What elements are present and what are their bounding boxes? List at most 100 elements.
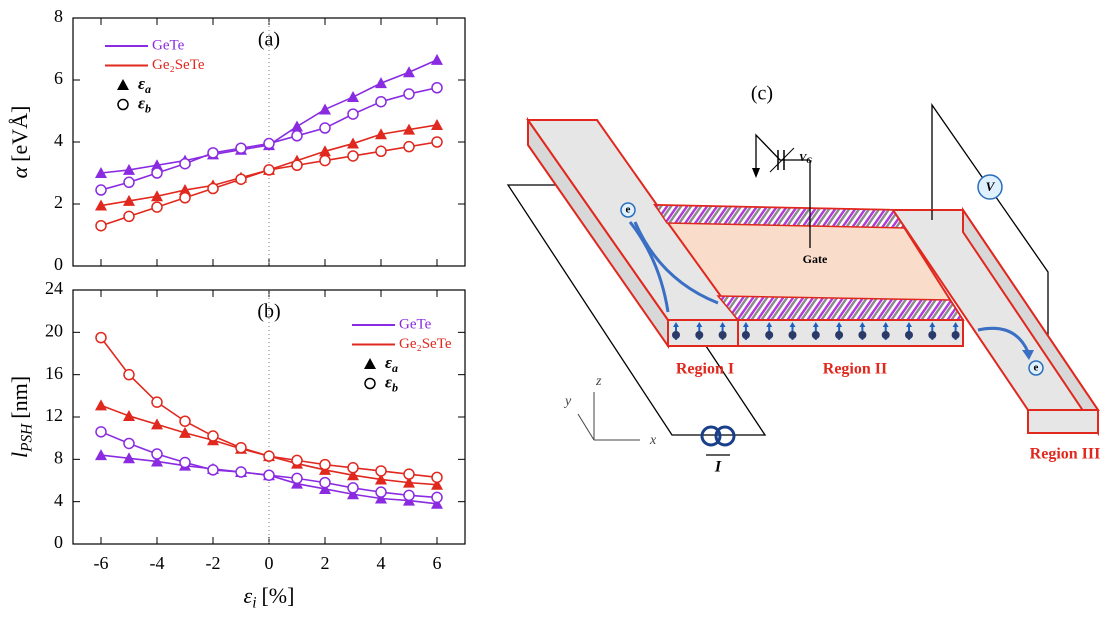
legend-label: GeTe [399,316,432,332]
data-point [431,82,443,94]
y-tick-label: 6 [54,68,63,88]
data-point [95,399,107,411]
legend-label: Ge₂SeTe [399,336,452,352]
data-point [375,145,387,158]
spin-dot [835,331,844,339]
axis-label: lPSH [nm] [7,376,35,458]
data-point [235,173,247,185]
spin-arrow-head [929,322,936,327]
axis-z-label: z [595,374,602,389]
data-point [207,464,219,476]
data-point [95,167,107,178]
data-point [151,418,163,430]
spin-dot [951,331,960,339]
current-label: I [714,459,722,476]
data-point [431,491,443,504]
x-tick-label: -2 [206,553,221,573]
data-point [235,142,247,154]
spin-dot [695,331,704,339]
spin-dot [881,331,890,339]
data-point [151,455,163,467]
legend-label-base: ε [138,93,145,112]
electron-label: e [1034,362,1039,374]
data-point [179,415,191,427]
data-point [123,452,135,464]
data-point [291,472,303,485]
x-tick-label: 6 [433,553,442,573]
data-point [375,473,387,485]
data-point [375,77,387,89]
spin-arrow-head [789,322,796,327]
device-diagram: VG Gate V e e I x y z (c) Region I Regio… [506,83,1100,476]
spin-arrow-head [742,322,749,327]
spin-arrow-head [719,322,726,327]
panel-label: (b) [257,301,280,323]
axis-label-sub: i [252,594,256,611]
spin-dot [928,331,937,339]
data-point [347,469,359,481]
y-tick-label: 4 [54,130,63,150]
data-point [123,437,135,450]
atom-layer [716,295,965,321]
wire [506,184,767,436]
spin-arrow-head [766,322,773,327]
y-tick-label: 0 [54,254,63,274]
data-point [151,448,163,460]
data-point [291,130,303,142]
data-point [375,465,387,477]
legend-label-base: ε [385,353,392,372]
y-tick-label: 24 [45,278,63,298]
electron [1028,360,1044,376]
legend-label-sub: a [145,82,151,96]
y-tick-label: 8 [54,6,63,26]
spin-arrow-head [882,322,889,327]
data-point [95,184,107,196]
axis-label-base: α [7,166,32,178]
data-point [263,450,275,462]
y-tick-label: 4 [54,490,63,510]
y-tick-label: 8 [54,447,63,467]
data-point [151,190,163,202]
axis-label: α [eVÅ] [7,106,32,179]
x-tick-label: -4 [150,553,165,573]
y-tick-label: 12 [45,405,63,425]
data-point [123,163,135,175]
legend-label: εa [138,74,151,96]
panel-label: (a) [258,29,280,51]
spin-arrow-head [812,322,819,327]
data-point [375,486,387,498]
data-point [431,478,443,490]
ground-arrow [752,168,760,178]
spin-dot [718,331,727,339]
data-point [151,159,163,171]
data-point [347,482,359,494]
spin-arrow-head [673,322,679,327]
legend-label: εb [138,93,151,115]
gate-label: Gate [803,252,828,266]
arrow-head [1022,350,1034,360]
y-tick-label: 20 [45,320,63,340]
legend-label: GeTe [152,37,185,53]
data-point [179,192,191,204]
capacitor [769,147,795,173]
legend-label-sub: b [392,380,398,394]
legend-marker [364,377,376,390]
data-point [431,53,443,65]
gate-voltage: VG [799,152,812,165]
data-point [375,492,387,504]
spin-dot [811,331,820,339]
data-point [431,136,443,148]
x-tick-label: 2 [321,553,330,573]
x-tick-label: 4 [377,553,386,573]
data-point [319,482,331,494]
legend-label: Ge₂SeTe [152,57,205,73]
spin-dot [672,331,680,339]
data-point [403,140,415,153]
data-point [179,157,191,170]
electron [620,202,636,218]
gate-voltage-sub: G [806,156,812,165]
data-point [431,471,443,484]
lead-front [1027,409,1099,434]
data-point [319,476,331,489]
electron-label: e [626,204,631,216]
